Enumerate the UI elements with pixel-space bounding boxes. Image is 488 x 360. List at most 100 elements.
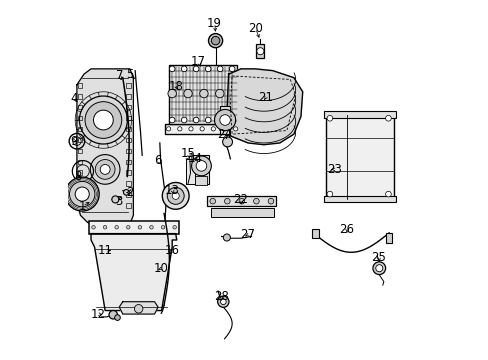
Circle shape xyxy=(138,225,142,229)
Bar xyxy=(126,181,130,186)
Text: 25: 25 xyxy=(370,251,385,264)
Bar xyxy=(312,229,318,238)
Circle shape xyxy=(233,127,237,131)
Text: 15: 15 xyxy=(180,147,195,160)
Circle shape xyxy=(188,127,193,131)
Circle shape xyxy=(79,96,127,144)
Circle shape xyxy=(196,161,206,171)
Circle shape xyxy=(114,315,120,320)
Circle shape xyxy=(375,265,382,272)
Bar xyxy=(126,171,130,175)
Circle shape xyxy=(181,66,186,72)
Text: 24: 24 xyxy=(217,128,232,141)
Circle shape xyxy=(372,262,385,275)
Bar xyxy=(126,203,130,208)
Circle shape xyxy=(222,127,226,131)
Bar xyxy=(126,138,130,142)
Text: 6: 6 xyxy=(154,154,162,167)
Circle shape xyxy=(220,299,225,305)
Circle shape xyxy=(172,192,179,199)
Circle shape xyxy=(162,183,189,209)
Circle shape xyxy=(267,198,273,204)
Circle shape xyxy=(166,127,170,131)
Text: 4: 4 xyxy=(71,93,78,105)
Circle shape xyxy=(253,198,259,204)
Bar xyxy=(78,181,82,186)
Circle shape xyxy=(169,66,175,72)
Text: 1: 1 xyxy=(78,200,86,213)
Bar xyxy=(78,127,82,131)
Circle shape xyxy=(85,102,122,138)
Circle shape xyxy=(191,156,211,176)
Text: 16: 16 xyxy=(164,244,179,257)
Text: 26: 26 xyxy=(339,223,354,236)
Polygon shape xyxy=(119,302,158,314)
Circle shape xyxy=(217,296,228,307)
Bar xyxy=(165,123,239,134)
Text: 9: 9 xyxy=(71,135,78,148)
Circle shape xyxy=(217,66,223,72)
Text: 22: 22 xyxy=(233,193,248,206)
Circle shape xyxy=(69,181,95,207)
Circle shape xyxy=(109,311,117,319)
Circle shape xyxy=(385,116,390,121)
Bar xyxy=(256,44,264,58)
Bar xyxy=(323,111,395,118)
Text: 21: 21 xyxy=(258,91,273,104)
Bar xyxy=(219,106,230,134)
Circle shape xyxy=(205,66,210,72)
Circle shape xyxy=(100,165,110,174)
Circle shape xyxy=(173,225,176,229)
Circle shape xyxy=(193,66,199,72)
Circle shape xyxy=(167,89,176,98)
Text: 14: 14 xyxy=(187,152,202,165)
Circle shape xyxy=(211,127,215,131)
Circle shape xyxy=(134,305,142,313)
Polygon shape xyxy=(91,234,176,311)
Bar xyxy=(325,115,394,199)
Circle shape xyxy=(205,117,210,123)
Bar xyxy=(78,83,82,87)
Circle shape xyxy=(181,117,186,123)
Circle shape xyxy=(229,117,235,123)
Circle shape xyxy=(65,177,99,211)
Bar xyxy=(78,203,82,208)
Circle shape xyxy=(224,198,230,204)
Bar xyxy=(168,66,237,123)
Circle shape xyxy=(208,33,222,48)
Circle shape xyxy=(222,137,232,147)
Bar xyxy=(186,159,195,184)
Text: 18: 18 xyxy=(168,80,183,93)
Bar xyxy=(126,83,130,87)
Bar xyxy=(195,176,207,185)
Circle shape xyxy=(95,159,115,179)
Circle shape xyxy=(326,116,332,121)
Bar xyxy=(78,171,82,175)
Circle shape xyxy=(169,117,175,123)
Circle shape xyxy=(183,89,192,98)
Text: 11: 11 xyxy=(98,244,112,257)
Circle shape xyxy=(219,115,230,125)
Text: 5: 5 xyxy=(126,68,133,81)
Text: 2: 2 xyxy=(126,186,133,199)
Circle shape xyxy=(75,187,89,201)
Circle shape xyxy=(214,109,235,131)
Circle shape xyxy=(92,225,95,229)
Bar xyxy=(78,159,82,164)
Circle shape xyxy=(209,198,215,204)
Circle shape xyxy=(217,117,223,123)
Bar xyxy=(78,192,82,197)
Circle shape xyxy=(211,36,219,45)
Bar xyxy=(385,233,391,243)
Bar xyxy=(207,196,276,207)
Circle shape xyxy=(215,89,224,98)
Polygon shape xyxy=(226,69,302,145)
Text: 20: 20 xyxy=(247,22,262,35)
Text: 13: 13 xyxy=(164,184,179,197)
Bar xyxy=(78,116,82,120)
Bar xyxy=(126,94,130,99)
Bar xyxy=(126,192,130,197)
Bar xyxy=(78,138,82,142)
Text: 28: 28 xyxy=(214,290,228,303)
Text: 10: 10 xyxy=(154,262,169,275)
